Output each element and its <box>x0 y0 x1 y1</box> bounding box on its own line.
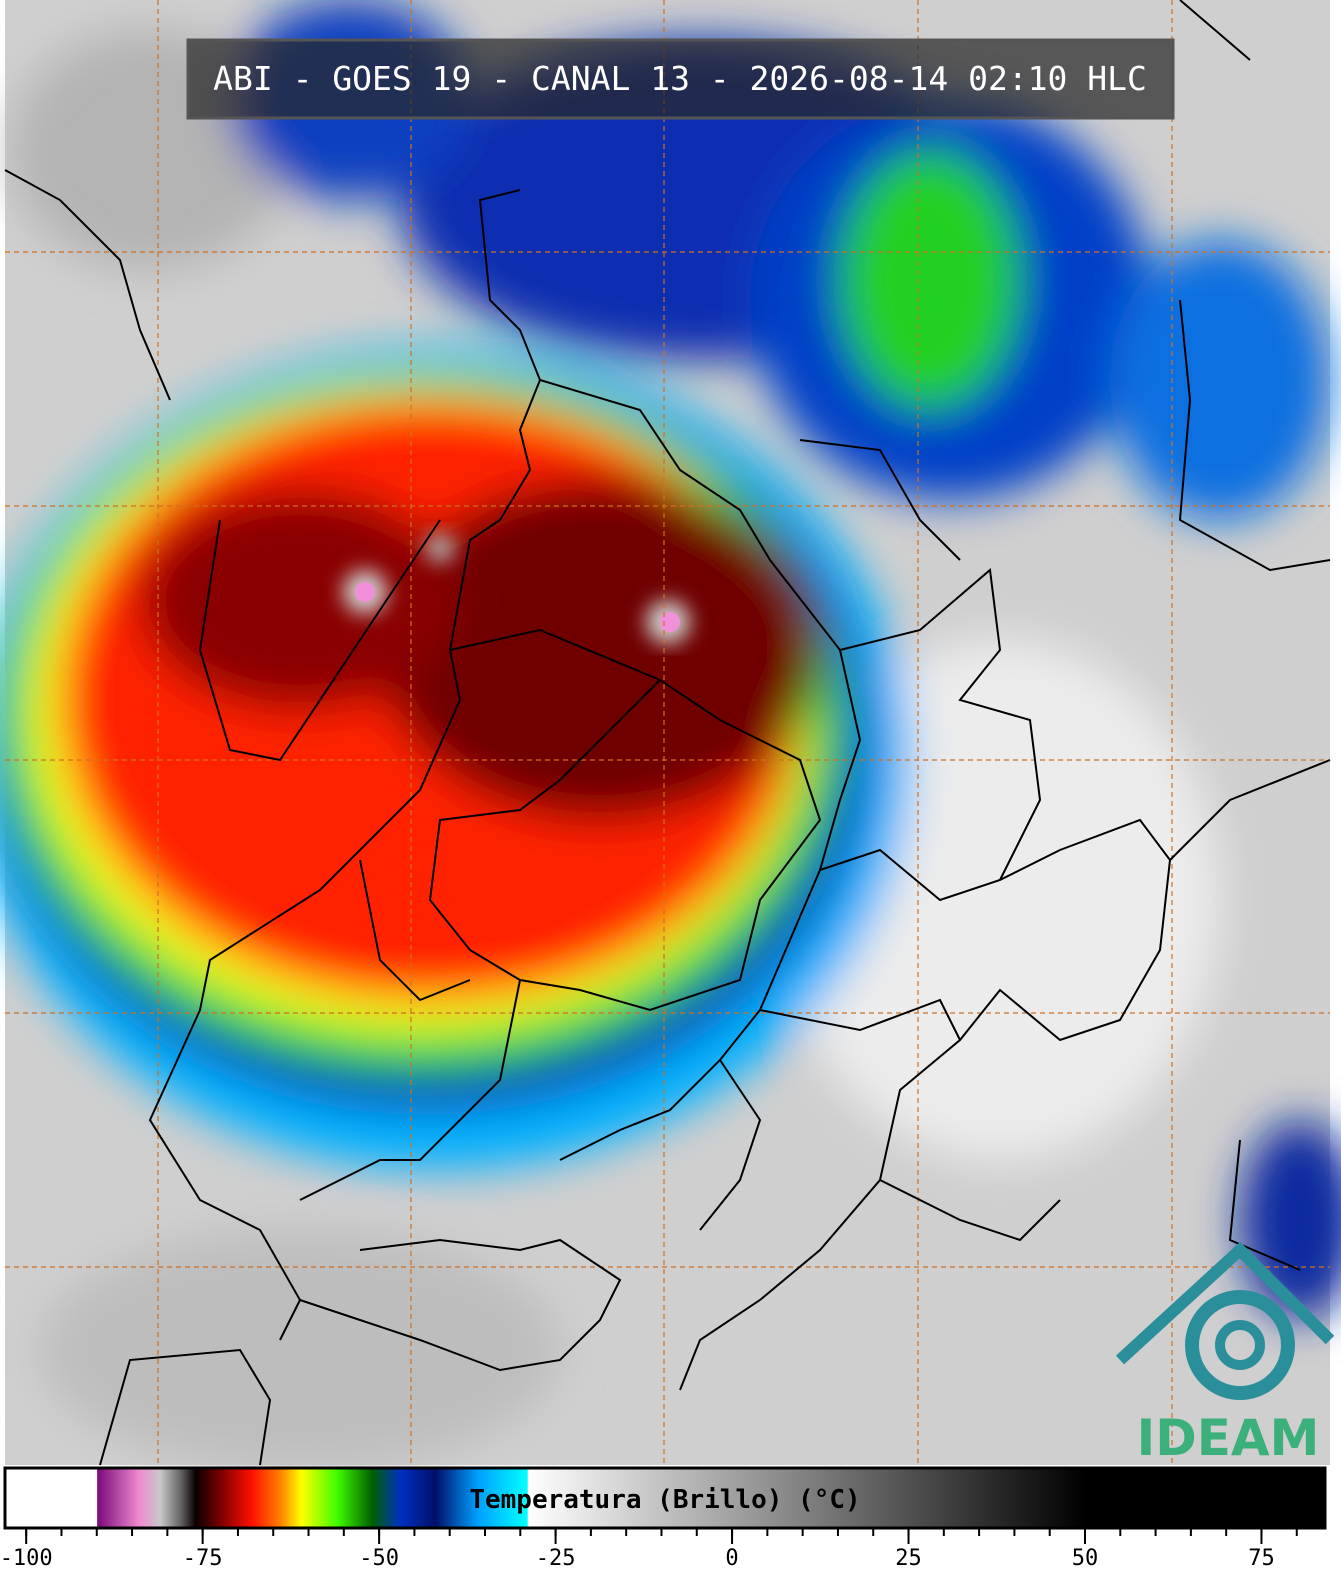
logo-text: IDEAM <box>1137 1409 1320 1467</box>
tick-label: 75 <box>1248 1546 1275 1571</box>
cold-top <box>660 612 680 632</box>
cloud-field <box>0 0 1341 1470</box>
tick-label: 25 <box>895 1546 922 1571</box>
colorbar-label: Temperatura (Brillo) (°C) <box>469 1485 860 1515</box>
tick-label: -100 <box>0 1546 53 1571</box>
colorbar-fill <box>3 1466 1327 1530</box>
title-box <box>186 38 1175 120</box>
title: ABI - GOES 19 - CANAL 13 - 2026-08-14 02… <box>213 59 1147 98</box>
colorbar: Temperatura (Brillo) (°C) -100 -75 -50 -25 0 2… <box>0 1466 1327 1571</box>
tick-label: -50 <box>359 1546 399 1571</box>
graticule <box>5 0 1330 1465</box>
cold-top <box>355 582 375 602</box>
logo: IDEAM <box>1115 1241 1335 1467</box>
tick-label: 50 <box>1072 1546 1099 1571</box>
tick-label: -75 <box>183 1546 223 1571</box>
tick-label: -25 <box>536 1546 576 1571</box>
borders <box>4 0 1331 1466</box>
tick-label: 0 <box>725 1546 738 1571</box>
